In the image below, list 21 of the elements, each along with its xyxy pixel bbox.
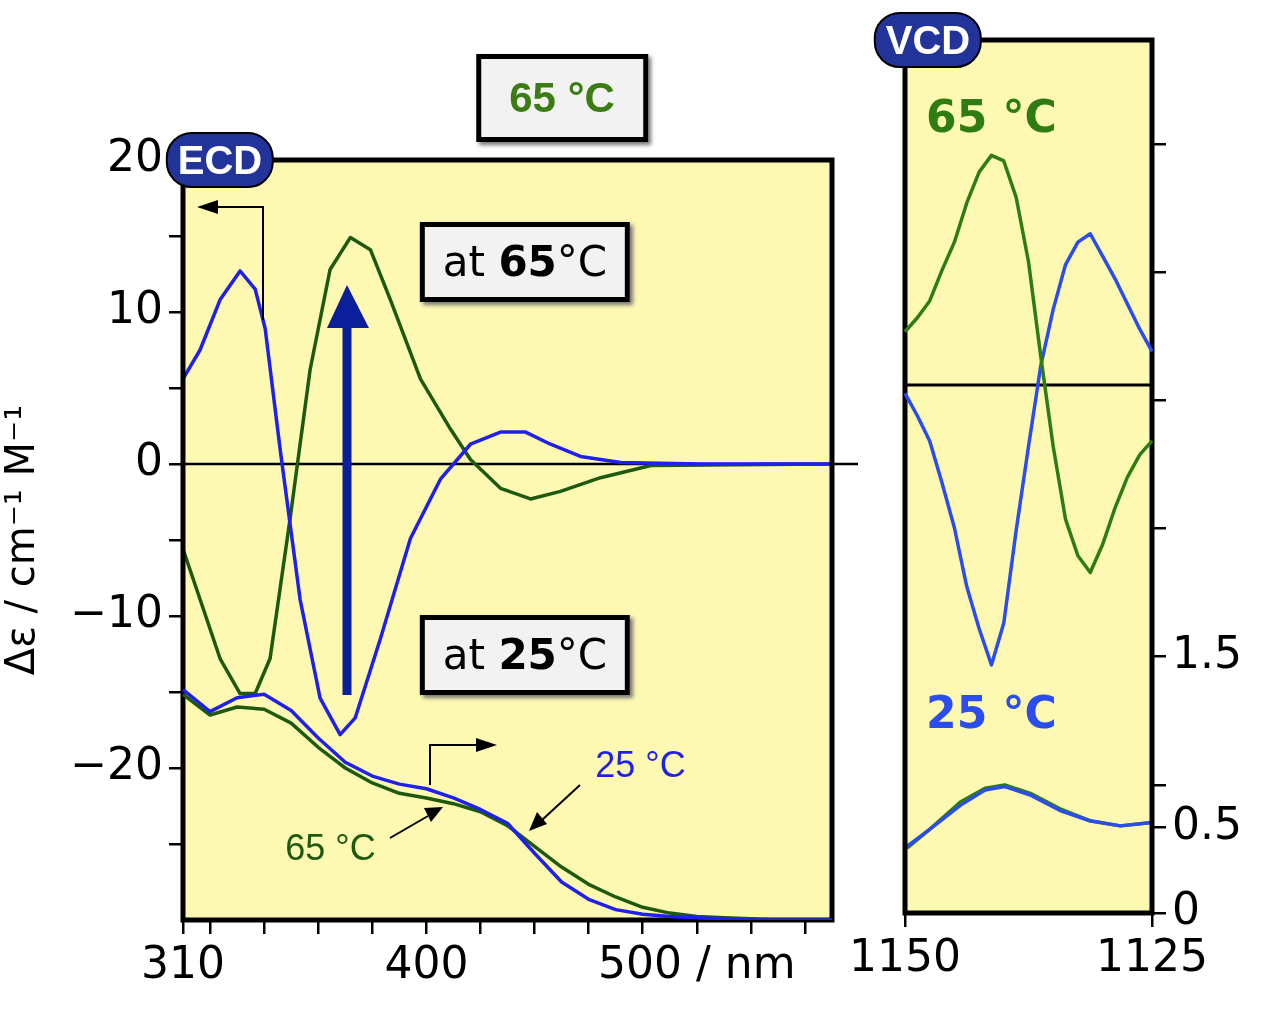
- chart-title: VCD: [873, 12, 983, 68]
- x-tick-label: 1150: [849, 929, 961, 981]
- series-label: 65 °C: [285, 826, 376, 868]
- y-tick-label: 1.5: [1172, 627, 1242, 679]
- chart-subtitle: ECD: [165, 132, 275, 188]
- text: 25 °C: [595, 744, 686, 786]
- chart-title: 65 °C: [476, 54, 648, 142]
- y-tick-label: 0.5: [1172, 798, 1242, 850]
- annotation: at 25°C: [442, 630, 608, 679]
- y-axis-title: Δε / cm⁻¹ M⁻¹: [0, 404, 44, 676]
- y-tick-label: −20: [70, 738, 163, 790]
- x-tick-label: 310: [141, 936, 225, 988]
- y-tick-label: 0: [135, 434, 163, 486]
- series-label: 65 °C: [926, 91, 1057, 143]
- y-tick-label: −10: [70, 586, 163, 638]
- x-tick-label: 400: [384, 936, 469, 988]
- y-tick-label: 10: [107, 282, 163, 334]
- series-label: 25 °C: [926, 686, 1057, 738]
- x-tick-label: 500 / nm: [598, 936, 796, 988]
- y-tick-label: 20: [107, 130, 163, 182]
- annotation: at 65°C: [442, 237, 608, 286]
